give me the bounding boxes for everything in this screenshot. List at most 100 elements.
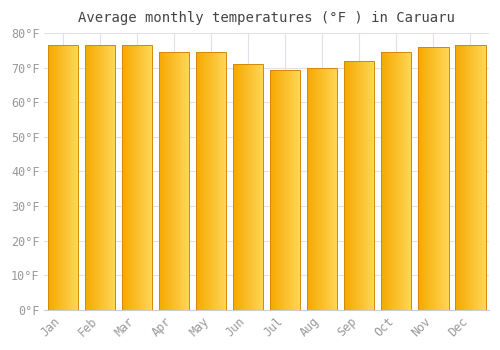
- Bar: [354, 61, 356, 310]
- Bar: [68, 45, 69, 310]
- Bar: [142, 45, 143, 310]
- Bar: [442, 47, 443, 310]
- Bar: [296, 70, 298, 310]
- Bar: [356, 61, 357, 310]
- Bar: [124, 45, 125, 310]
- Bar: [177, 52, 178, 310]
- Bar: [444, 47, 446, 310]
- Bar: [236, 64, 237, 310]
- Bar: [136, 45, 137, 310]
- Bar: [313, 68, 314, 310]
- Bar: [367, 61, 368, 310]
- Bar: [307, 68, 308, 310]
- Bar: [348, 61, 350, 310]
- Bar: [261, 64, 262, 310]
- Bar: [254, 64, 255, 310]
- Bar: [440, 47, 441, 310]
- Bar: [113, 45, 114, 310]
- Bar: [200, 52, 202, 310]
- Bar: [196, 52, 226, 310]
- Bar: [183, 52, 184, 310]
- Bar: [474, 45, 475, 310]
- Bar: [352, 61, 353, 310]
- Bar: [369, 61, 370, 310]
- Bar: [178, 52, 180, 310]
- Bar: [245, 64, 246, 310]
- Bar: [463, 45, 464, 310]
- Bar: [147, 45, 148, 310]
- Bar: [169, 52, 170, 310]
- Bar: [318, 68, 319, 310]
- Bar: [345, 61, 346, 310]
- Bar: [437, 47, 438, 310]
- Bar: [224, 52, 225, 310]
- Bar: [357, 61, 358, 310]
- Bar: [434, 47, 435, 310]
- Bar: [60, 45, 62, 310]
- Bar: [69, 45, 70, 310]
- Bar: [310, 68, 311, 310]
- Bar: [274, 70, 276, 310]
- Bar: [196, 52, 198, 310]
- Bar: [144, 45, 146, 310]
- Bar: [67, 45, 68, 310]
- Bar: [419, 47, 420, 310]
- Bar: [94, 45, 96, 310]
- Bar: [312, 68, 313, 310]
- Bar: [346, 61, 347, 310]
- Bar: [481, 45, 482, 310]
- Bar: [410, 52, 412, 310]
- Bar: [388, 52, 390, 310]
- Bar: [482, 45, 484, 310]
- Bar: [240, 64, 242, 310]
- Bar: [381, 52, 382, 310]
- Bar: [465, 45, 466, 310]
- Bar: [404, 52, 406, 310]
- Bar: [438, 47, 440, 310]
- Bar: [149, 45, 150, 310]
- Bar: [362, 61, 363, 310]
- Bar: [52, 45, 53, 310]
- Bar: [330, 68, 332, 310]
- Bar: [176, 52, 177, 310]
- Bar: [402, 52, 403, 310]
- Bar: [243, 64, 244, 310]
- Bar: [165, 52, 166, 310]
- Bar: [347, 61, 348, 310]
- Bar: [90, 45, 91, 310]
- Bar: [202, 52, 203, 310]
- Bar: [446, 47, 447, 310]
- Bar: [401, 52, 402, 310]
- Bar: [370, 61, 372, 310]
- Bar: [372, 61, 373, 310]
- Bar: [73, 45, 74, 310]
- Bar: [316, 68, 317, 310]
- Bar: [319, 68, 320, 310]
- Bar: [126, 45, 127, 310]
- Bar: [471, 45, 472, 310]
- Bar: [294, 70, 295, 310]
- Bar: [221, 52, 222, 310]
- Bar: [385, 52, 386, 310]
- Title: Average monthly temperatures (°F ) in Caruaru: Average monthly temperatures (°F ) in Ca…: [78, 11, 455, 25]
- Bar: [225, 52, 226, 310]
- Bar: [239, 64, 240, 310]
- Bar: [109, 45, 110, 310]
- Bar: [358, 61, 360, 310]
- Bar: [104, 45, 106, 310]
- Bar: [436, 47, 437, 310]
- Bar: [361, 61, 362, 310]
- Bar: [327, 68, 328, 310]
- Bar: [208, 52, 209, 310]
- Bar: [469, 45, 470, 310]
- Bar: [75, 45, 76, 310]
- Bar: [460, 45, 462, 310]
- Bar: [216, 52, 217, 310]
- Bar: [175, 52, 176, 310]
- Bar: [148, 45, 149, 310]
- Bar: [127, 45, 128, 310]
- Bar: [280, 70, 281, 310]
- Bar: [141, 45, 142, 310]
- Bar: [276, 70, 277, 310]
- Bar: [368, 61, 369, 310]
